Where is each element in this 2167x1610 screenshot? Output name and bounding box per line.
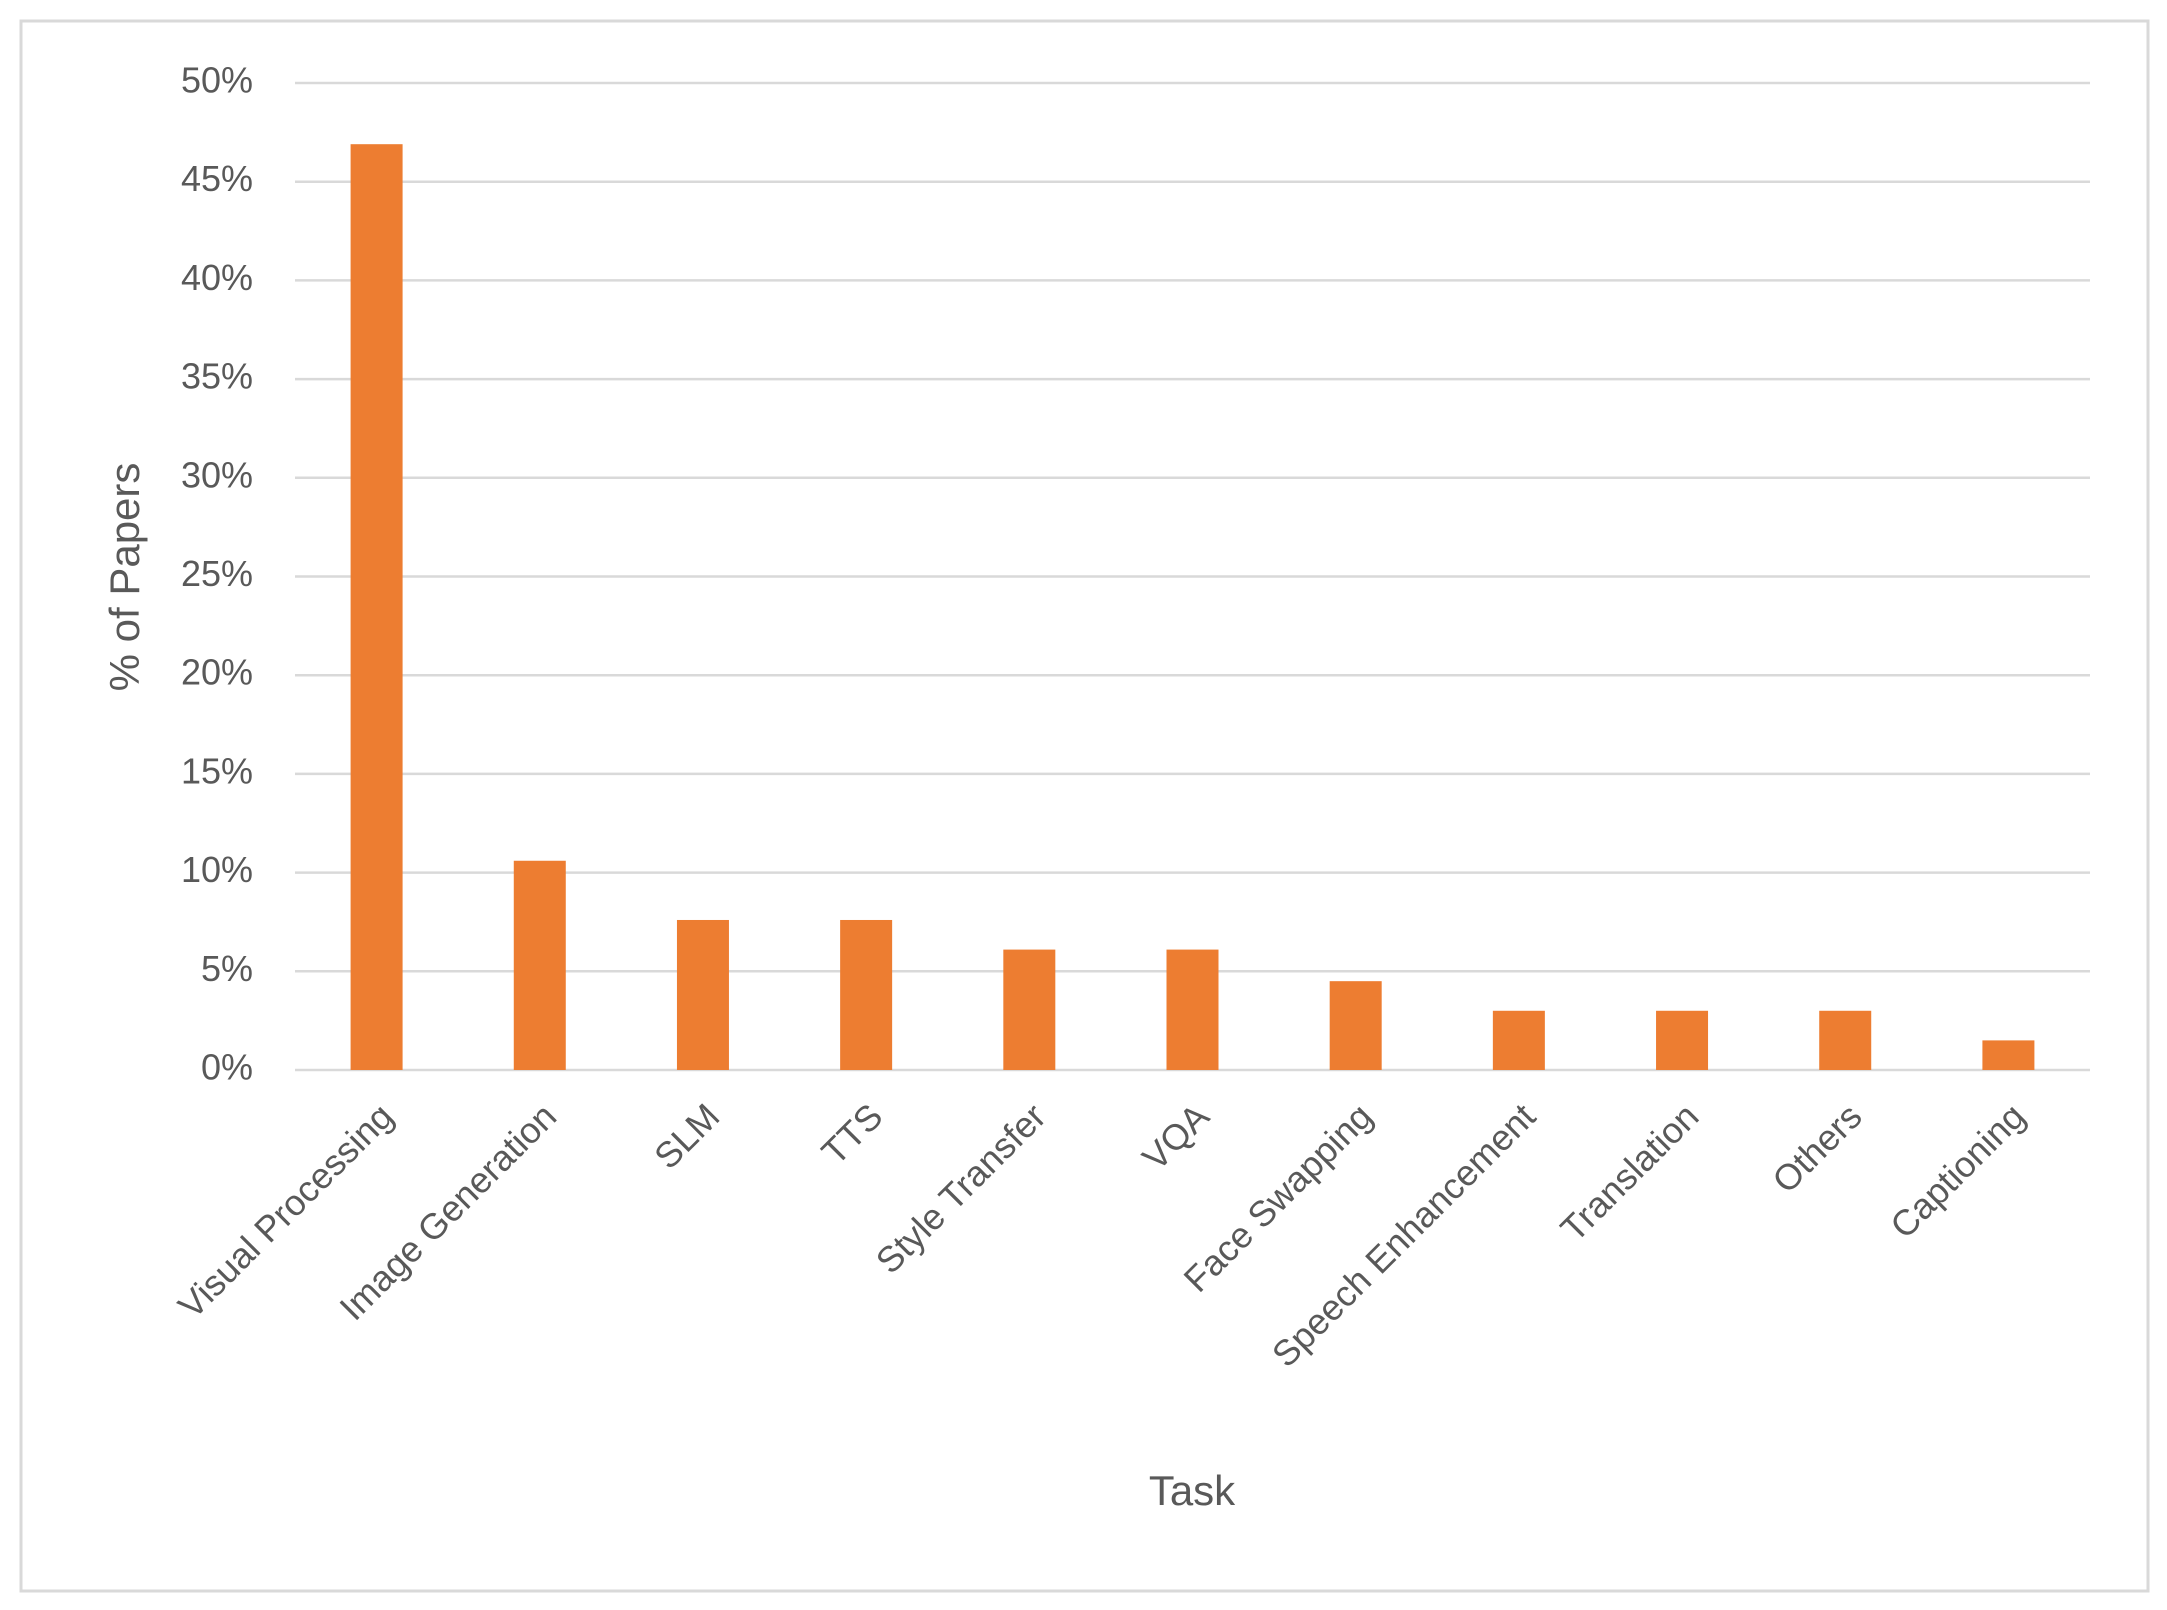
y-tick-label: 35% bbox=[181, 356, 253, 397]
y-tick-label: 50% bbox=[181, 60, 253, 101]
y-tick-label: 10% bbox=[181, 849, 253, 890]
y-tick-label: 40% bbox=[181, 257, 253, 298]
bar bbox=[1329, 981, 1382, 1070]
bar bbox=[1492, 1010, 1545, 1070]
y-axis-title: % of Papers bbox=[101, 463, 148, 692]
bar bbox=[1656, 1010, 1709, 1070]
y-tick-label: 30% bbox=[181, 454, 253, 495]
bar bbox=[350, 144, 403, 1071]
bar bbox=[1982, 1040, 2035, 1070]
bar bbox=[1003, 949, 1056, 1070]
bar bbox=[513, 860, 566, 1070]
y-tick-label: 0% bbox=[201, 1047, 253, 1088]
chart-frame bbox=[19, 19, 2150, 1593]
bar bbox=[1166, 949, 1219, 1070]
y-tick-label: 45% bbox=[181, 158, 253, 199]
bar bbox=[1819, 1010, 1872, 1070]
y-tick-label: 15% bbox=[181, 750, 253, 791]
bar bbox=[676, 919, 729, 1070]
y-tick-label: 20% bbox=[181, 652, 253, 693]
y-tick-label: 5% bbox=[201, 948, 253, 989]
bar bbox=[840, 919, 893, 1070]
x-axis-title: Task bbox=[1149, 1467, 1236, 1514]
y-tick-label: 25% bbox=[181, 553, 253, 594]
